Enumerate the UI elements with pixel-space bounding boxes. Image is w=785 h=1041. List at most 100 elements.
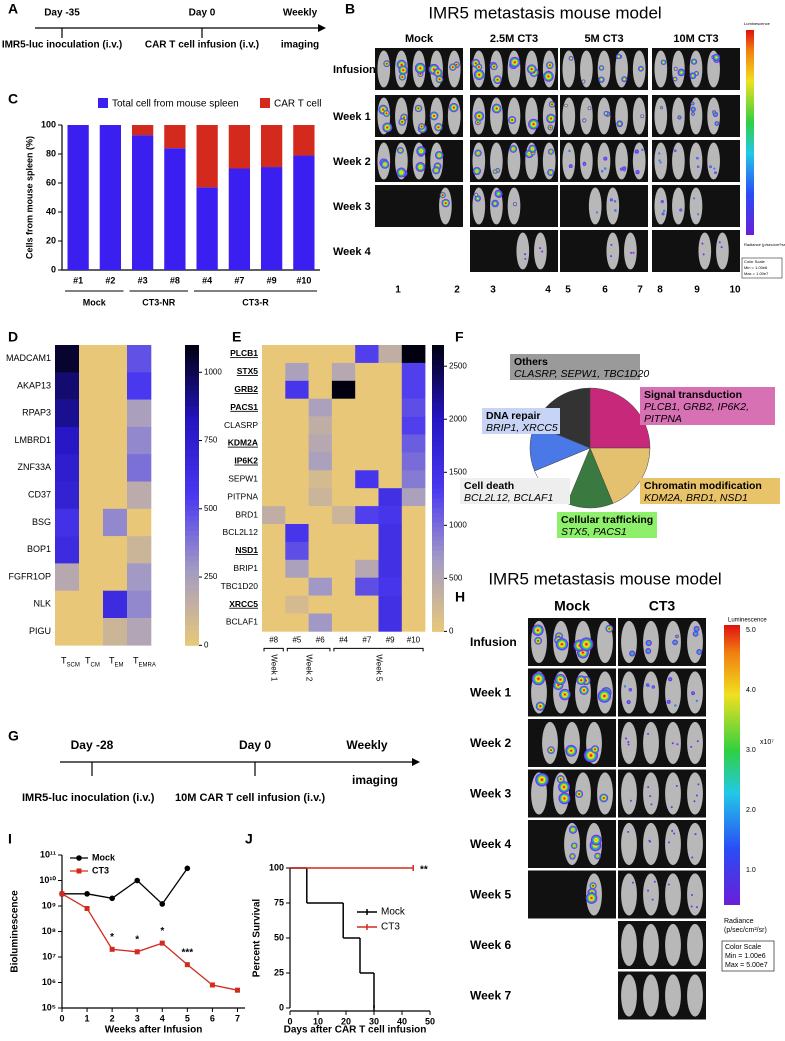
mouse-number: 4 xyxy=(545,285,551,296)
signal-blob xyxy=(403,116,406,119)
colorbar-step xyxy=(185,360,199,366)
mouse xyxy=(632,142,646,180)
signal-blob xyxy=(641,115,644,118)
row-label: PITPNA xyxy=(227,491,258,501)
signal-blob xyxy=(694,833,697,836)
column-label: #6 xyxy=(316,636,325,645)
y-axis-label: Cells from mouse spleen (%) xyxy=(24,136,34,259)
heat-cell xyxy=(331,452,356,471)
group-label: Mock xyxy=(83,297,107,307)
mouse xyxy=(606,232,620,270)
signal-blob xyxy=(629,799,632,802)
colorbar-step xyxy=(432,478,444,484)
signal-blob xyxy=(420,125,423,128)
group-label: Week 2 xyxy=(304,654,313,682)
mouse xyxy=(632,97,646,135)
mouse xyxy=(606,187,620,225)
colorbar-step xyxy=(185,415,199,421)
colorbar-step xyxy=(432,621,444,628)
mouse xyxy=(687,873,703,916)
colorscale-box xyxy=(721,940,775,972)
column-label-base: T xyxy=(109,656,115,666)
signal-blob xyxy=(478,115,481,118)
row-label: ZNF33A xyxy=(17,462,51,472)
mouse xyxy=(621,671,637,714)
heat-cell xyxy=(355,434,379,453)
signal-blob xyxy=(658,159,661,162)
colorbar-step xyxy=(185,490,199,496)
signal-blob xyxy=(475,193,478,196)
mouse-number: 9 xyxy=(694,285,700,296)
mouse xyxy=(716,232,729,270)
colorbar-step xyxy=(432,488,444,494)
heat-cell xyxy=(308,416,333,435)
mouse xyxy=(643,772,659,815)
heat-cell xyxy=(127,372,152,400)
signal-blob xyxy=(603,694,606,698)
signal-blob xyxy=(647,889,650,892)
y-tick-label: 40 xyxy=(46,206,56,216)
signal-blob xyxy=(670,806,673,809)
signal-blob xyxy=(671,742,674,745)
signal-blob xyxy=(550,749,553,752)
heat-cell xyxy=(262,452,286,471)
signal-blob xyxy=(647,649,650,652)
mouse xyxy=(654,97,668,135)
row-label: Week 5 xyxy=(470,888,511,902)
mouse xyxy=(643,671,659,714)
mouse xyxy=(687,923,703,967)
colorbar-step xyxy=(432,588,444,594)
signal-blob xyxy=(696,740,699,743)
heat-cell xyxy=(355,470,379,489)
heat-cell xyxy=(79,590,104,619)
heat-cell xyxy=(308,613,333,632)
panel-label: B xyxy=(345,1,355,17)
heat-cell xyxy=(308,595,333,614)
significance: *** xyxy=(181,947,193,958)
heat-cell xyxy=(378,595,403,614)
timeline-event: IMR5-luc inoculation (i.v.) xyxy=(2,40,122,51)
row-label: Week 7 xyxy=(470,989,511,1003)
group-label: CT3-NR xyxy=(142,297,175,307)
heat-cell xyxy=(55,426,80,455)
colorbar-step xyxy=(185,345,199,351)
signal-blob xyxy=(610,255,613,258)
mouse xyxy=(665,873,681,916)
mouse xyxy=(687,974,703,1017)
signal-blob xyxy=(573,844,576,847)
heat-cell xyxy=(378,470,403,489)
signal-blob xyxy=(452,106,455,109)
signal-blob xyxy=(563,797,566,800)
pie-slice xyxy=(589,447,651,504)
signal-blob xyxy=(674,67,677,70)
colorbar-step xyxy=(432,502,444,508)
signal-blob xyxy=(690,905,693,908)
signal-blob xyxy=(541,250,544,253)
signal-blob xyxy=(588,107,591,110)
colorbar-step xyxy=(185,550,199,556)
signal-blob xyxy=(693,800,696,803)
heat-cell xyxy=(55,508,80,537)
row-label: BCL2L12 xyxy=(223,527,259,537)
timeline-label: Day 0 xyxy=(239,738,271,752)
signal-blob xyxy=(692,108,695,111)
x-tick-label: 5 xyxy=(185,1013,190,1023)
heat-cell xyxy=(378,452,403,471)
heat-cell xyxy=(285,416,309,435)
group-label: CT3-R xyxy=(242,297,269,307)
y-tick-label: 10⁵ xyxy=(42,1002,56,1012)
marker xyxy=(159,940,165,946)
mouse xyxy=(665,671,681,714)
signal-blob xyxy=(627,740,630,743)
colorbar-step xyxy=(185,390,199,396)
signal-blob xyxy=(679,208,682,211)
colorbar-step xyxy=(432,368,444,375)
x-axis-label: Days after CAR T cell infusion xyxy=(284,1025,427,1036)
colorbar-step xyxy=(432,597,444,604)
heat-cell xyxy=(401,613,426,632)
colorbar-step xyxy=(185,630,199,636)
mouse-number: 1 xyxy=(395,285,401,296)
colorbar-step xyxy=(185,560,199,566)
signal-blob xyxy=(647,641,650,645)
colorbar-text: x10⁷ xyxy=(760,739,774,746)
